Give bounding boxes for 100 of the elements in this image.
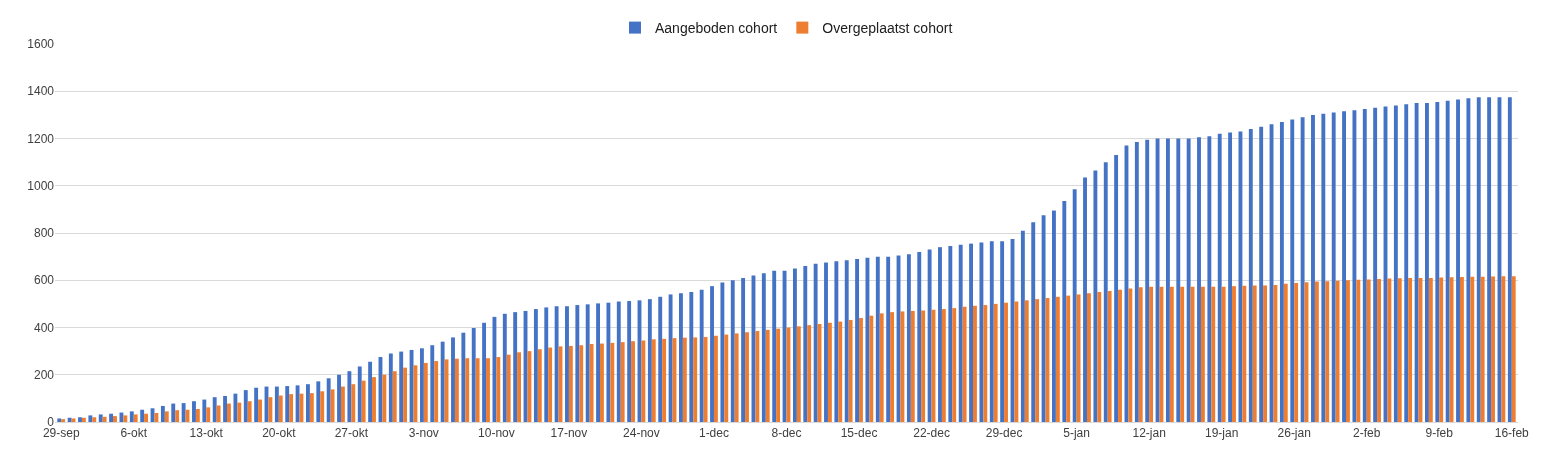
bar [1491,276,1495,422]
bar [734,333,739,422]
bar [1242,285,1247,422]
bar [765,329,770,422]
bar [98,414,103,422]
bar [533,309,538,422]
bar [289,394,294,422]
y-tick-label: 200 [33,367,55,382]
bar [268,397,273,422]
bar [1501,276,1506,422]
bar [1445,100,1450,422]
bar [600,343,604,422]
bar [579,345,584,422]
bar [247,401,252,422]
bar [206,407,211,422]
bar [237,402,242,422]
bar [1014,301,1019,422]
bar [1252,285,1257,422]
bar [703,336,708,422]
bar [403,367,408,422]
bar [102,416,107,422]
x-tick-label: 20-okt [262,426,297,441]
bar [565,306,569,422]
bar [1031,222,1036,422]
bar [1211,286,1216,422]
bar [233,393,238,422]
bar [699,289,704,422]
bar [983,305,988,422]
bar [1263,285,1267,422]
bar [1217,133,1222,422]
bar [160,405,165,422]
bar [1476,97,1481,422]
bar [745,332,749,422]
bar [258,399,262,422]
bar [993,303,998,422]
bar [1273,284,1278,422]
bar [962,306,967,422]
bar [274,386,279,422]
bar [123,415,128,422]
bar [979,242,984,422]
y-tick-label: 1200 [27,131,55,146]
bar [1093,170,1098,422]
x-tick-label: 27-okt [334,426,369,441]
x-tick-label: 26-jan [1277,426,1311,441]
bar [1314,281,1319,422]
bar [1149,286,1154,422]
bar [900,311,905,422]
bar [1180,286,1185,422]
bar [1035,299,1040,422]
bar [1248,129,1253,422]
bar [243,390,248,422]
bar [1155,138,1160,422]
x-tick-label: 8-dec [771,426,802,441]
bar [357,366,362,422]
bar [859,318,863,422]
bar [1439,277,1444,422]
y-tick-label: 1600 [27,37,55,52]
bar [1283,283,1288,422]
bar [285,386,290,422]
bar [140,409,145,422]
bar [537,349,542,422]
bar [585,304,590,422]
bar [776,328,781,422]
bar [461,332,466,422]
x-tick-label: 29-dec [985,426,1023,441]
bar [1470,276,1475,422]
bar [620,342,625,422]
bar [720,282,725,422]
bar [1397,278,1402,422]
bar [1169,286,1174,422]
bar [1004,302,1008,422]
bar [1279,121,1284,422]
bar [430,345,435,422]
bar [927,249,932,422]
bar [869,315,874,422]
bar [1066,295,1071,422]
bar [471,327,476,422]
bar [223,396,227,422]
bar [610,342,615,422]
bar [710,286,714,422]
bar [596,303,600,422]
bar [1118,289,1122,422]
y-tick-label: 800 [33,226,55,241]
bar [1342,111,1346,422]
bar [1404,104,1409,422]
bar [651,339,656,422]
x-tick-label: 17-nov [550,426,588,441]
bar [337,374,341,422]
bar [1097,292,1102,422]
bar [61,419,66,422]
bar [451,337,455,422]
bar [340,386,345,422]
x-tick-label: 6-okt [120,426,148,441]
bar [392,371,397,422]
bar [1414,103,1419,422]
bar [1335,280,1340,422]
bar [548,347,553,422]
bar [227,403,231,422]
bar [434,361,439,422]
x-tick-label: 3-nov [408,426,439,441]
